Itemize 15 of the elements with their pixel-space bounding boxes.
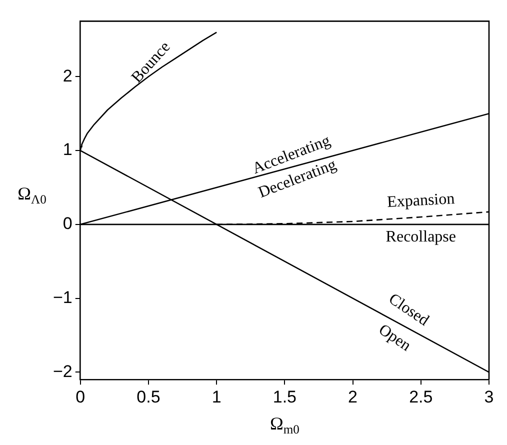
x-tick-label: 2 bbox=[348, 387, 358, 406]
x-tick-label: 0.5 bbox=[136, 387, 160, 406]
annotation: Open bbox=[376, 321, 414, 355]
x-tick-label: 2.5 bbox=[409, 387, 433, 406]
x-tick-label: 1 bbox=[212, 387, 222, 406]
x-tick-label: 3 bbox=[484, 387, 494, 406]
y-tick-label: −2 bbox=[52, 362, 72, 381]
y-tick-label: 0 bbox=[62, 214, 72, 234]
x-tick-label: 1.5 bbox=[272, 387, 297, 406]
annotation: Expansion bbox=[386, 190, 456, 211]
x-tick-label: 0 bbox=[76, 387, 86, 406]
y-tick-label: 2 bbox=[62, 66, 72, 86]
annotation: Recollapse bbox=[386, 228, 456, 246]
y-tick-label: −1 bbox=[52, 288, 72, 307]
y-tick-label: 1 bbox=[62, 140, 72, 160]
